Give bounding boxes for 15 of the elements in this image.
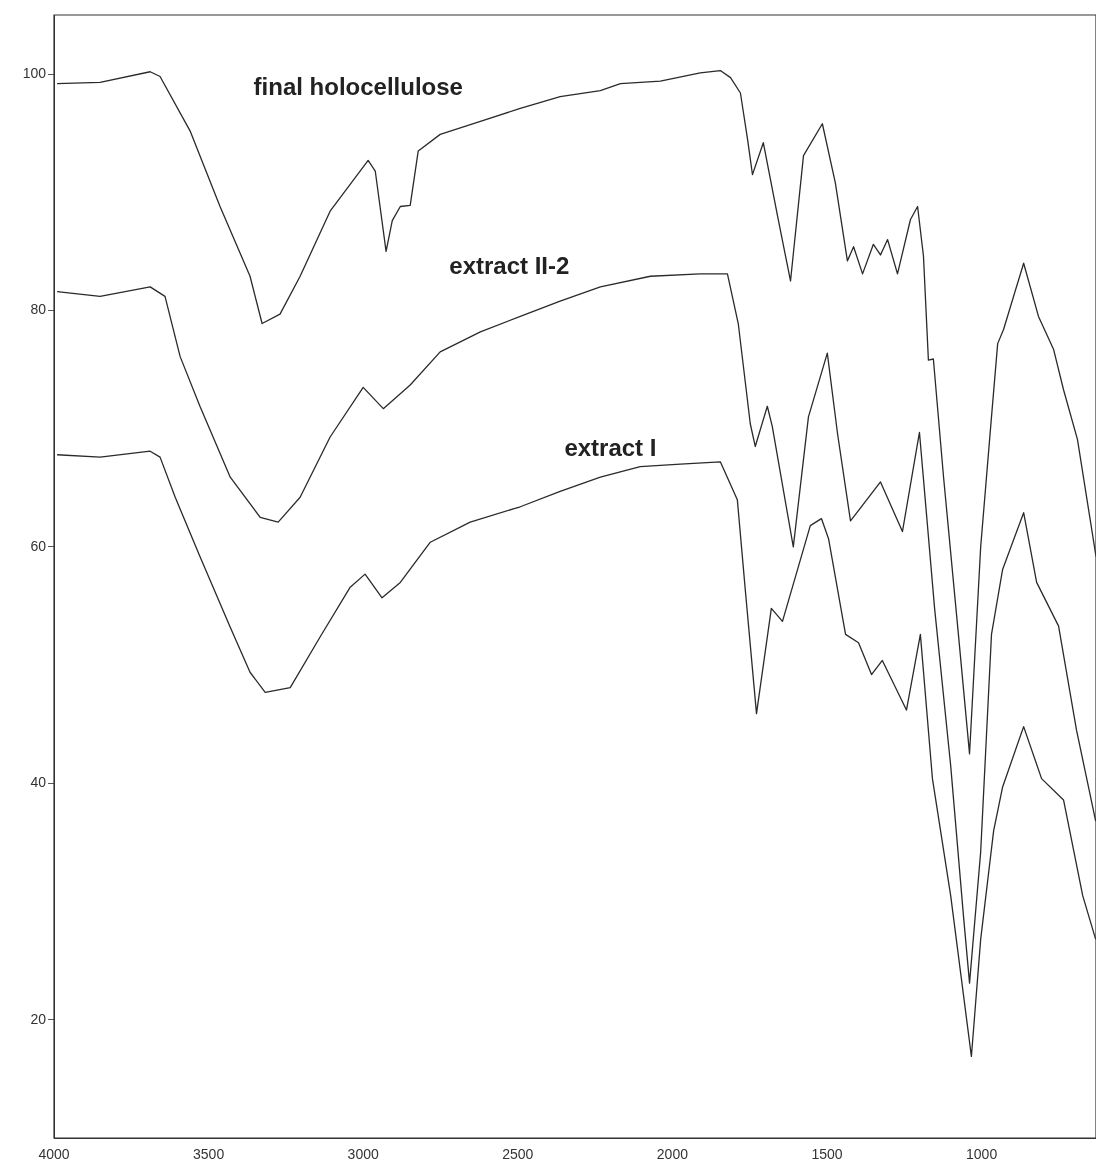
y-tick-label: 40 [30, 774, 47, 791]
y-tick-label: 80 [30, 301, 47, 318]
y-tick-label: 100 [22, 64, 47, 81]
x-tick-label: 3500 [193, 1146, 225, 1163]
x-tick-label: 2500 [502, 1146, 534, 1163]
annotation: extract I [564, 434, 657, 462]
x-tick-label: 4000 [38, 1146, 70, 1163]
x-tick-label: 3000 [347, 1146, 379, 1163]
x-tick-label: 1000 [966, 1146, 998, 1163]
x-tick-label: 1500 [811, 1146, 843, 1163]
annotation: final holocellulose [253, 72, 463, 100]
y-tick-label: 20 [30, 1010, 47, 1027]
x-tick-label: 2000 [656, 1146, 689, 1163]
y-tick-label: 60 [30, 537, 47, 554]
annotation: extract II-2 [449, 252, 570, 280]
